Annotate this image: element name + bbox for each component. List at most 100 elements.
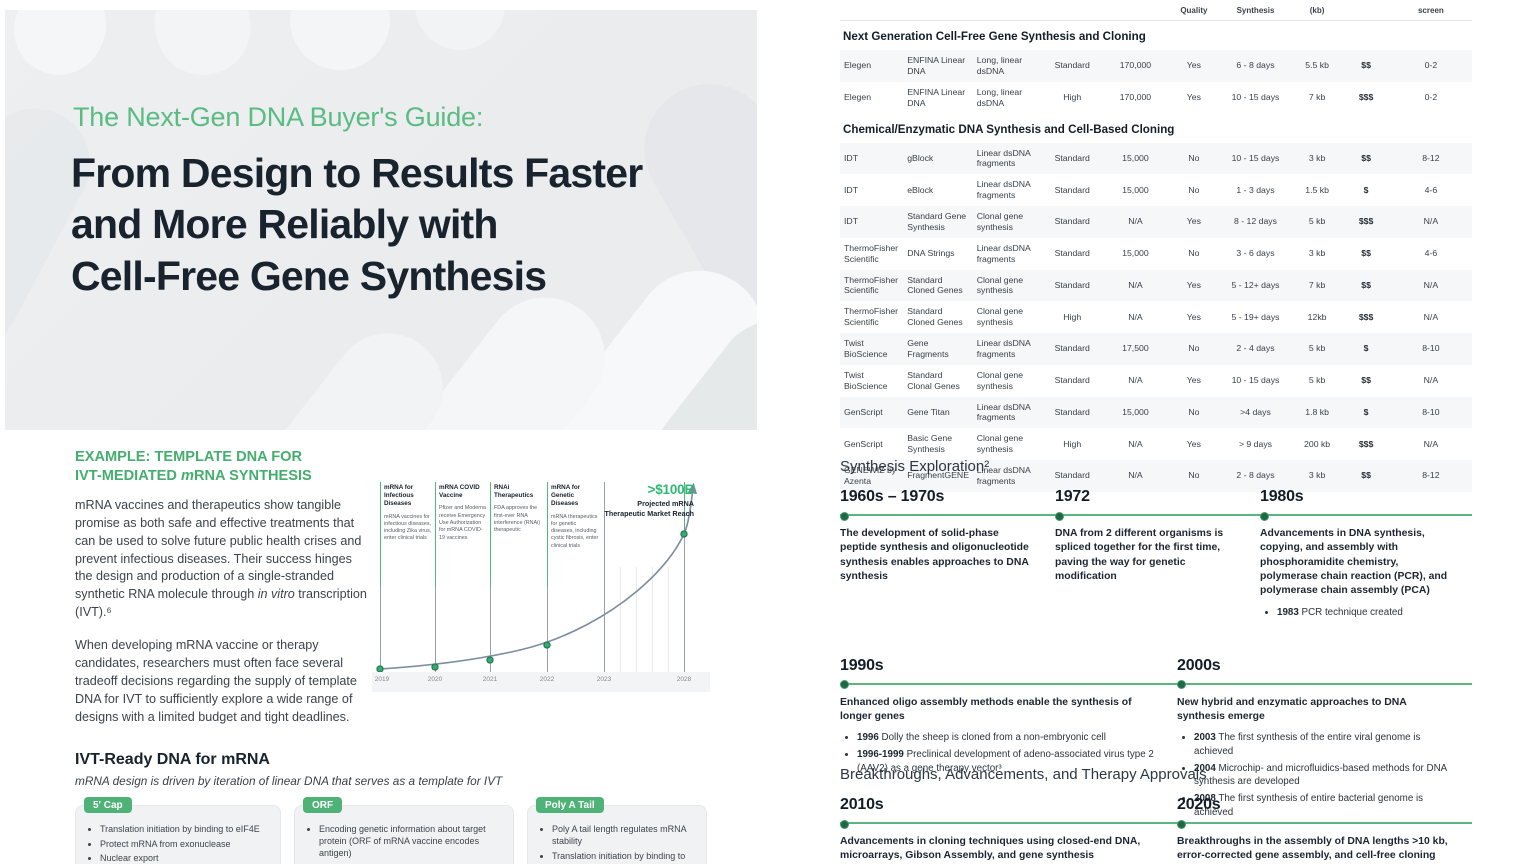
cell-throughput: N/A: [1128, 216, 1143, 227]
cell-cloning: Yes: [1186, 216, 1201, 227]
cell-vendor: IDT: [844, 152, 858, 163]
table-group-cellfree: Next Generation Cell-Free Gene Synthesis…: [840, 21, 1472, 114]
card-bullet-list: Encoding genetic information about targe…: [303, 823, 503, 864]
cell-throughput: N/A: [1128, 311, 1143, 322]
milestone-text: FDA approves the first-ever RNA interfer…: [494, 505, 541, 534]
era-description: New hybrid and enzymatic approaches to D…: [1177, 696, 1407, 722]
col-header-synthesis: Synthesis: [1219, 0, 1292, 21]
cell-price: $$$: [1358, 216, 1374, 227]
axis-year-label: 2020: [427, 676, 443, 683]
cell-cloning: No: [1188, 248, 1200, 259]
cell-cloning: Yes: [1186, 375, 1201, 386]
era-description: Advancements in DNA synthesis, copying, …: [1260, 528, 1448, 597]
col-header-quality: Quality: [1168, 0, 1220, 21]
cell-price: $$: [1361, 248, 1371, 259]
ivt-section-title: IVT-Ready DNA for mRNA: [75, 751, 270, 768]
timeline-era-column: 1980s Advancements in DNA synthesis, cop…: [1260, 488, 1472, 623]
cell-throughput: 15,000: [1122, 406, 1149, 417]
growth-curve: [376, 482, 698, 673]
table-section-title: Next Generation Cell-Free Gene Synthesis…: [843, 30, 1146, 43]
milestone-line-2021: [490, 482, 491, 672]
cell-format: Long, linear dsDNA: [976, 86, 1023, 108]
cell-vendor: ThermoFisher Scientific: [844, 274, 899, 296]
timeline-line: [1177, 680, 1472, 689]
cell-vendor: GENEWIZ by Azenta: [844, 465, 897, 486]
timeline-era-column: 1960s – 1970s The development of solid-p…: [840, 488, 1055, 623]
cell-quality: Standard: [1054, 60, 1090, 71]
col-header: [840, 0, 904, 21]
milestone: mRNA for Genetic Diseases mRNA therapeut…: [551, 484, 600, 550]
cell-price: $$$: [1358, 311, 1374, 322]
cell-quality: High: [1063, 438, 1082, 449]
cell-quality: Standard: [1054, 406, 1090, 417]
table-section-title: Chemical/Enzymatic DNA Synthesis and Cel…: [843, 122, 1175, 136]
milestone-text: mRNA therapeutics for genetic diseases, …: [551, 513, 599, 549]
cell-quality: Standard: [1054, 470, 1090, 481]
table-row: ThermoFisher Scientific Standard Cloned …: [840, 301, 1472, 333]
timeline-line: [840, 511, 1055, 521]
mrna-market-chart: mRNA for Infectious Diseases mRNA vaccin…: [372, 452, 710, 695]
cell-cloning: No: [1188, 184, 1200, 195]
cell-screen: 4-6: [1424, 184, 1438, 195]
cell-screen: 8-12: [1422, 470, 1440, 481]
cell-cloning: Yes: [1186, 279, 1201, 290]
cell-screen: N/A: [1423, 438, 1439, 449]
table-row: Elegen ENFINA Linear DNA Long, linear ds…: [840, 50, 1472, 82]
card-bullet: Protect mRNA from exonuclease: [100, 838, 270, 850]
cell-price: $: [1363, 406, 1369, 417]
card-pill-label: 5' Cap: [84, 797, 132, 813]
era-heading: 1972: [1055, 488, 1090, 505]
cell-screen: N/A: [1423, 279, 1439, 290]
cell-time: 5 - 19+ days: [1231, 311, 1280, 322]
cell-product: Standard Cloned Genes: [907, 306, 963, 328]
market-callout-label: Projected mRNA Therapeutic Market Reach: [604, 499, 694, 518]
cell-price: $: [1363, 184, 1369, 195]
cell-cloning: No: [1188, 406, 1200, 417]
cell-vendor: Elegen: [844, 60, 872, 71]
table-group-chemical: Chemical/Enzymatic DNA Synthesis and Cel…: [840, 114, 1472, 492]
cell-format: Linear dsDNA fragments: [976, 147, 1031, 169]
cell-screen: N/A: [1423, 375, 1439, 386]
era-bullet: 2008 The first synthesis of entire bacte…: [1194, 792, 1472, 819]
cell-product: ENFINA Linear DNA: [907, 86, 966, 108]
cell-screen: 0-2: [1424, 60, 1438, 71]
col-header: [903, 0, 973, 21]
hero-banner: The Next-Gen DNA Buyer's Guide: From Des…: [5, 10, 757, 430]
gridline: [668, 567, 669, 672]
cell-format: Linear dsDNA fragments: [976, 242, 1031, 264]
cell-price: $: [1363, 343, 1369, 354]
mrna-element-card: ORF Encoding genetic information about t…: [294, 797, 514, 864]
era-bullet-list: 2003 The first synthesis of the entire v…: [1177, 731, 1472, 819]
cell-time: 3 - 6 days: [1236, 248, 1275, 259]
cell-length: 5 kb: [1308, 343, 1326, 354]
cell-time: >4 days: [1240, 406, 1271, 417]
table-row: GenScript Gene Titan Linear dsDNA fragme…: [840, 396, 1472, 429]
timeline-row-3: 2010s Advancements in cloning techniques…: [840, 796, 1472, 864]
cell-screen: 8-12: [1422, 152, 1440, 163]
cell-length: 5 kb: [1308, 216, 1326, 227]
cell-throughput: 15,000: [1122, 152, 1149, 163]
cell-time: 2 - 4 days: [1236, 343, 1275, 354]
table-row: ThermoFisher Scientific Standard Cloned …: [840, 269, 1472, 302]
cell-throughput: 15,000: [1122, 184, 1149, 195]
card-pill-label: Poly A Tail: [536, 797, 604, 813]
cell-cloning: No: [1188, 152, 1200, 163]
cell-product: Standard Clonal Genes: [907, 369, 960, 391]
timeline-row-2: 1990s Enhanced oligo assembly methods en…: [840, 657, 1472, 823]
col-header: [1102, 0, 1169, 21]
milestone-line-2023: [604, 482, 605, 672]
cell-screen: 0-2: [1424, 92, 1438, 103]
timeline-era-column: 2020s Breakthroughs in the assembly of D…: [1177, 796, 1472, 864]
era-heading: 1990s: [840, 656, 884, 674]
timeline-era-column: 1990s Enhanced oligo assembly methods en…: [840, 657, 1177, 823]
guide-eyebrow: The Next-Gen DNA Buyer's Guide:: [73, 102, 484, 132]
era-bullet: 1983 PCR technique created: [1277, 606, 1472, 620]
card-bullet: Encoding genetic information about targe…: [319, 823, 503, 859]
cell-length: 7 kb: [1308, 92, 1326, 103]
card-bullet: Nuclear export: [100, 852, 270, 864]
cell-format: Linear dsDNA fragments: [976, 338, 1031, 359]
axis-year-label: 2028: [676, 676, 692, 683]
cell-throughput: 15,000: [1122, 248, 1149, 259]
cell-length: 12kb: [1307, 311, 1327, 322]
